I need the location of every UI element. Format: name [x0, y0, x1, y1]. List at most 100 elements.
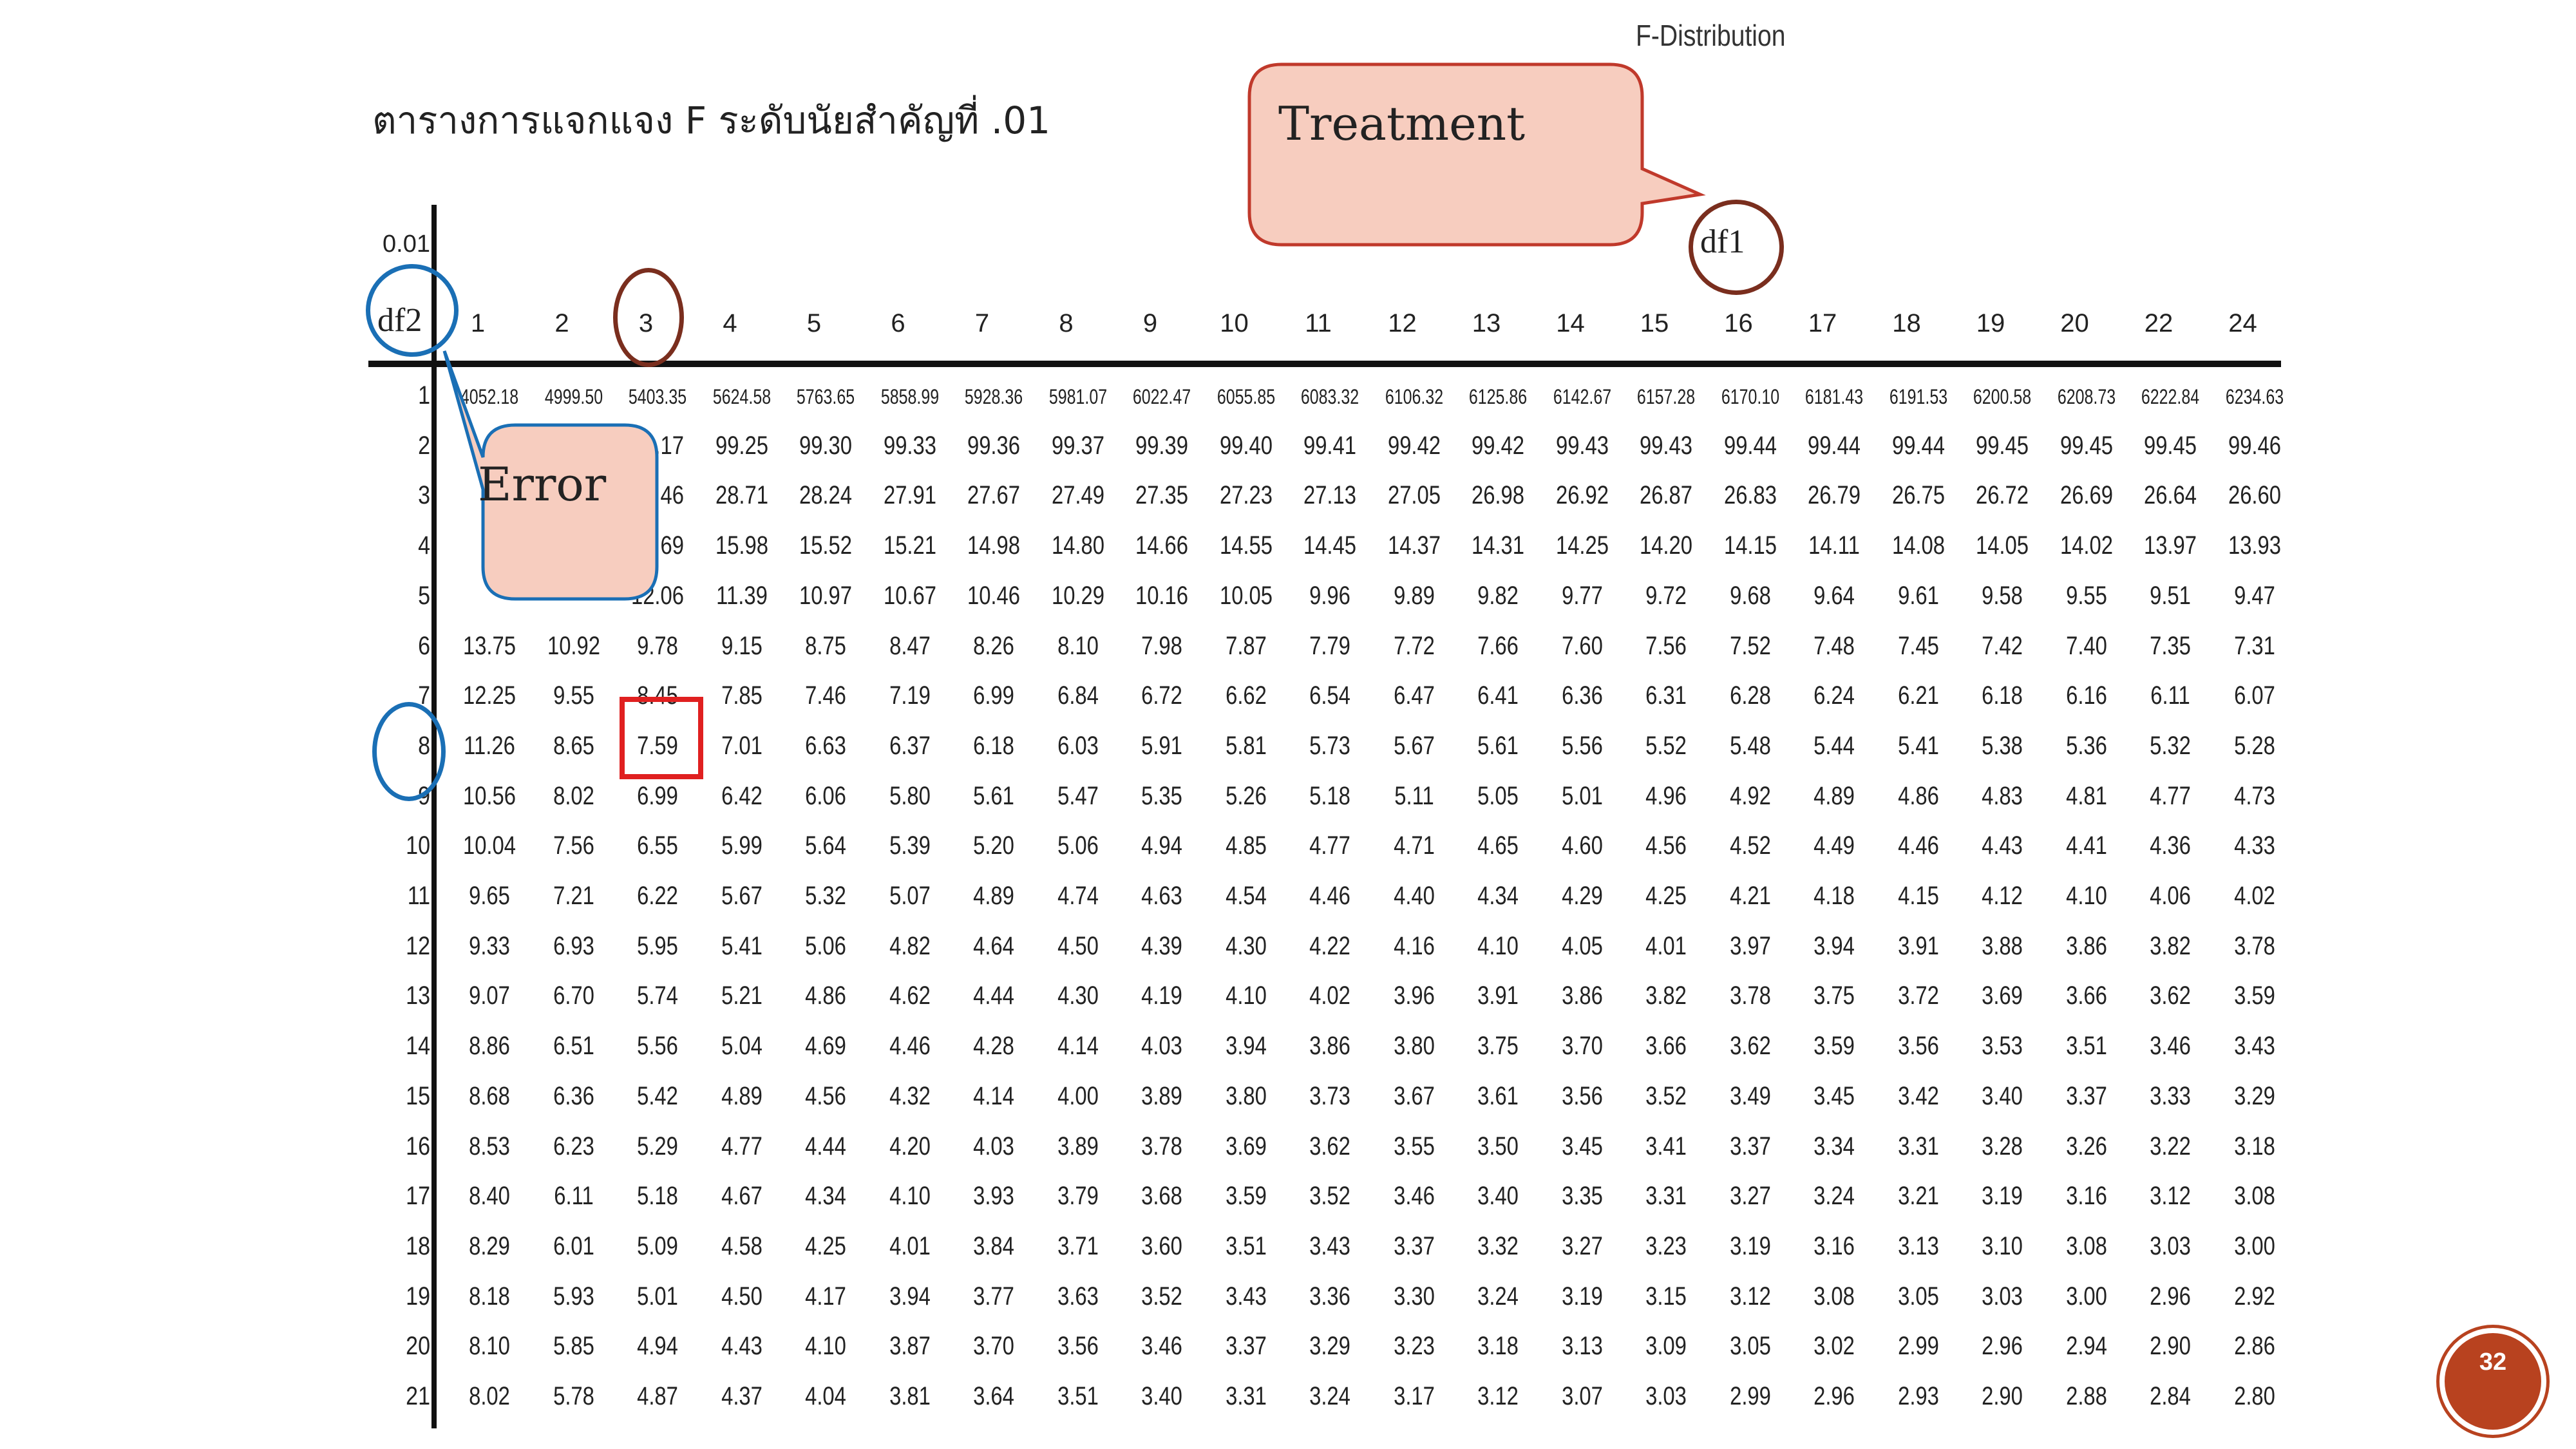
table-cell: 3.31 [1645, 1182, 1687, 1211]
table-cell: 7.21 [553, 882, 594, 910]
table-cell: 7.98 [1141, 631, 1182, 660]
table-cell: 2.88 [2065, 1382, 2107, 1410]
table-cell: 4.56 [1645, 831, 1687, 860]
table-cell: 6.16 [2065, 681, 2107, 710]
table-cell: 3.46 [1141, 1332, 1182, 1361]
table-cell: 4.50 [721, 1282, 762, 1311]
table-cell: 5928.36 [964, 385, 1023, 408]
table-cell: 3.63 [1057, 1282, 1099, 1311]
table-cell: 3.75 [1477, 1032, 1519, 1061]
table-cell: 4.87 [637, 1382, 678, 1410]
table-cell: 7.19 [889, 681, 931, 710]
table-cell: 4.77 [1309, 831, 1350, 860]
table-cell: 3.86 [1561, 981, 1603, 1010]
table-cell: 13.93 [2228, 531, 2281, 560]
table-cell: 8.10 [1057, 631, 1099, 660]
table-cell: 8.47 [889, 631, 931, 660]
table-cell: 12.25 [462, 681, 516, 710]
row-label: 20 [406, 1332, 430, 1361]
table-cell: 3.43 [2233, 1032, 2275, 1061]
table-cell: 3.30 [1393, 1282, 1435, 1311]
table-cell: 4.30 [1057, 981, 1099, 1010]
table-cell: 9.55 [2065, 581, 2107, 610]
table-cell: 6.36 [553, 1081, 594, 1110]
table-cell: 10.29 [1051, 581, 1104, 610]
table-cell: 5624.58 [712, 385, 771, 408]
table-cell: 3.05 [1897, 1282, 1939, 1311]
table-cell: 5.95 [637, 931, 678, 960]
table-cell: 4.14 [973, 1081, 1014, 1110]
table-cell: 3.43 [1309, 1231, 1350, 1260]
column-header: 18 [1892, 309, 1921, 337]
table-cell: 3.94 [1225, 1032, 1267, 1061]
table-cell: 6125.86 [1468, 385, 1528, 408]
table-cell: 99.41 [1303, 431, 1357, 460]
table-cell: 3.37 [1729, 1132, 1771, 1160]
table-cell: 4.17 [805, 1282, 846, 1311]
table-cell: 14.98 [967, 531, 1021, 560]
table-cell: 5.38 [1982, 731, 2023, 760]
table-cell: 3.50 [1477, 1132, 1519, 1160]
column-header: 16 [1724, 309, 1753, 337]
table-cell: 3.40 [1982, 1081, 2023, 1110]
table-cell: 99.43 [1555, 431, 1609, 460]
table-cell: 3.60 [1141, 1231, 1182, 1260]
table-cell: 14.05 [1975, 531, 2029, 560]
table-cell: 3.59 [1225, 1182, 1267, 1211]
table-cell: 5.56 [637, 1032, 678, 1061]
table-cell: 3.36 [1309, 1282, 1350, 1311]
table-cell: 9.33 [469, 931, 510, 960]
column-header: 17 [1808, 309, 1837, 337]
table-cell: 6.99 [637, 781, 678, 810]
alpha-label: 0.01 [383, 231, 430, 258]
table-cell: 3.94 [889, 1282, 931, 1311]
table-cell: 3.56 [1057, 1332, 1099, 1361]
table-cell: 26.87 [1639, 481, 1693, 510]
table-cell: 4.85 [1225, 831, 1267, 860]
table-cell: 6.21 [1897, 681, 1939, 710]
table-cell: 3.42 [1897, 1081, 1939, 1110]
table-cell: 3.71 [1057, 1231, 1099, 1260]
table-cell: 99.30 [799, 431, 853, 460]
table-cell: 26.69 [2060, 481, 2113, 510]
table-cell: 26.72 [1975, 481, 2029, 510]
table-cell: 14.20 [1639, 531, 1693, 560]
table-cell: 5.21 [721, 981, 762, 1010]
table-cell: 3.80 [1393, 1032, 1435, 1061]
col-3-circle [613, 268, 684, 367]
table-cell: 7.59 [637, 731, 678, 760]
table-cell: 6200.58 [1973, 385, 2032, 408]
table-cell: 3.69 [1982, 981, 2023, 1010]
table-cell: 4.34 [805, 1182, 846, 1211]
table-cell: 6.31 [1645, 681, 1687, 710]
table-cell: 3.56 [1897, 1032, 1939, 1061]
table-cell: 3.21 [1897, 1182, 1939, 1211]
table-cell: 9.72 [1645, 581, 1687, 610]
table-cell: 4.02 [2233, 882, 2275, 910]
table-cell: 4.40 [1393, 882, 1435, 910]
table-cell: 6.23 [553, 1132, 594, 1160]
table-cell: 6.84 [1057, 681, 1099, 710]
table-cell: 4.44 [973, 981, 1014, 1010]
table-cell: 4.15 [1897, 882, 1939, 910]
table-cell: 8.45 [637, 681, 678, 710]
table-cell: 2.99 [1729, 1382, 1771, 1410]
table-cell: 4.33 [2233, 831, 2275, 860]
column-header: 20 [2060, 309, 2089, 337]
table-cell: 4.16 [1393, 931, 1435, 960]
table-cell: 4.56 [805, 1081, 846, 1110]
table-cell: 3.18 [2233, 1132, 2275, 1160]
table-cell: 3.64 [973, 1382, 1014, 1410]
table-cell: 4.25 [805, 1231, 846, 1260]
table-cell: 5.07 [889, 882, 931, 910]
treatment-callout-shape [1247, 62, 1706, 247]
table-cell: 3.17 [1393, 1382, 1435, 1410]
table-cell: 2.96 [2150, 1282, 2191, 1311]
table-cell: 4.86 [805, 981, 846, 1010]
table-cell: 3.26 [2065, 1132, 2107, 1160]
table-cell: 4.74 [1057, 882, 1099, 910]
row-label: 5 [418, 581, 430, 610]
table-cell: 4.10 [805, 1332, 846, 1361]
table-cell: 6.47 [1393, 681, 1435, 710]
table-cell: 6.42 [721, 781, 762, 810]
